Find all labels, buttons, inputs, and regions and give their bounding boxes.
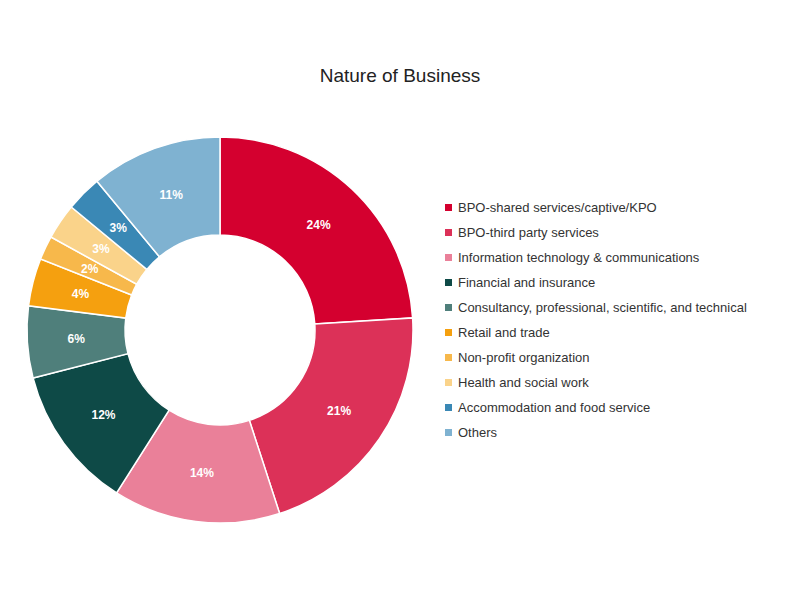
html-text:Financial and insurance: Financial and insurance (458, 275, 596, 290)
html-text:Consultancy, professional, sci: Consultancy, professional, scientific, a… (458, 300, 747, 315)
html-text:Retail and trade: Retail and trade (458, 325, 550, 340)
svg-text:3%: 3% (92, 242, 110, 256)
svg-text:24%: 24% (307, 218, 331, 232)
html-text:Non-profit organization: Non-profit organization (458, 350, 590, 365)
svg-text:3%: 3% (110, 221, 128, 235)
html-text:Accommodation and food service: Accommodation and food service (458, 400, 651, 415)
svg-text:21%: 21% (327, 404, 351, 418)
svg-text:14%: 14% (190, 466, 214, 480)
svg-text:6%: 6% (68, 332, 86, 346)
svg-text:2%: 2% (81, 262, 99, 276)
html-text:Health and social work: Health and social work (458, 375, 589, 390)
html-text:BPO-shared services/captive/KP: BPO-shared services/captive/KPO (458, 200, 657, 215)
svg-text:4%: 4% (72, 287, 90, 301)
html-text:Others: Others (458, 425, 497, 440)
html-text:Nature of Business: Nature of Business (319, 65, 481, 86)
svg-text:12%: 12% (91, 408, 115, 422)
html-text:Information technology & commu: Information technology & communications (458, 250, 700, 265)
html-text:BPO-third party services: BPO-third party services (458, 225, 599, 240)
svg-text:11%: 11% (160, 188, 184, 202)
